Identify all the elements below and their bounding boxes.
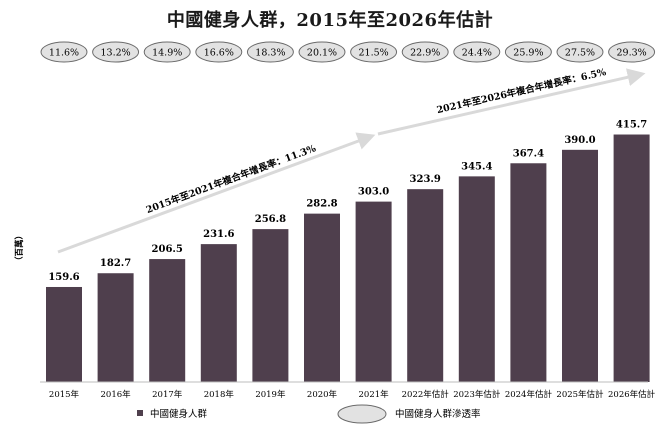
penetration-ellipse [350,41,398,63]
penetration-ellipse [298,41,346,63]
bar-value-label: 415.7 [616,120,647,131]
penetration-rate-label: 25.9% [513,48,543,59]
bar [562,149,598,382]
penetration-rate-label: 11.6% [49,48,79,59]
penetration-rate-label: 20.1% [307,48,337,59]
bar-value-label: 182.7 [100,258,131,269]
x-tick-label: 2025年估計 [556,389,604,400]
penetration-rate-label: 14.9% [152,48,182,59]
penetration-rate-label: 13.2% [101,48,131,59]
cagr-arrow-2015-2021 [57,132,376,254]
x-tick-label: 2022年估計 [402,389,450,400]
bar-value-label: 303.0 [358,187,389,198]
penetration-ellipse [504,41,552,63]
x-tick-label: 2026年估計 [608,389,656,400]
bar-value-label: 282.8 [306,199,337,210]
penetration-ellipse [556,41,604,63]
x-tick-label: 2023年估計 [453,389,501,400]
legend-penetration-label: 中國健身人群滲透率 [395,408,481,420]
penetration-ellipse [195,41,243,63]
penetration-rate-label: 24.4% [462,48,492,59]
bar [407,189,444,382]
bar-value-label: 323.9 [410,174,441,185]
legend-ellipse-swatch [337,404,387,424]
bar-value-label: 345.4 [461,161,492,172]
penetration-rate-label: 18.3% [255,48,285,59]
x-tick-label: 2018年 [204,389,235,400]
x-tick-label: 2017年 [152,389,183,400]
bars [46,134,650,382]
bar [149,259,186,382]
legend: 中國健身人群 中國健身人群滲透率 [137,404,481,424]
x-tick-label: 2021年 [359,389,390,400]
bar-value-label: 231.6 [203,229,234,240]
x-tick-label: 2020年 [307,389,338,400]
x-tick-labels: 2015年 2016年 2017年 2018年 2019年 2020年 2021年 2022年… [49,389,656,400]
penetration-rate-label: 29.3% [617,48,647,59]
cagr-arrows: 2015年至2021年複合年增長率：11.3% 2021年至2026年複合年增長率… [57,66,646,254]
legend-bar-label: 中國健身人群 [150,408,208,420]
bar-value-label: 256.8 [255,214,286,225]
bar [510,163,547,382]
cagr-label-2015-2021: 2015年至2021年複合年增長率：11.3% [144,142,317,216]
cagr-label-2021-2026: 2021年至2026年複合年增長率：6.5% [435,66,607,116]
penetration-ellipse [453,41,501,63]
penetration-rate-label: 27.5% [565,48,595,59]
penetration-rate-label: 21.5% [359,48,389,59]
x-tick-label: 2016年 [101,389,132,400]
x-tick-label: 2019年 [255,389,286,400]
x-tick-label: 2015年 [49,389,80,400]
bar-value-label: 159.6 [48,272,79,283]
y-axis-label: （百萬） [14,231,25,265]
penetration-rate-row: 11.6% 13.2% 14.9% 16.6% 18.3% 20.1% 21.5% 22.9%… [40,41,656,63]
bar [252,229,289,382]
penetration-rate-label: 22.9% [410,48,440,59]
bar-value-label: 206.5 [152,244,183,255]
penetration-rate-label: 16.6% [204,48,234,59]
cagr-arrow-2021-2026 [377,68,646,136]
bar [304,213,340,382]
legend-bar-swatch [137,410,143,416]
bar [200,244,237,382]
penetration-ellipse [608,41,656,63]
bar-value-label: 367.4 [513,148,544,159]
bar-value-label: 390.0 [564,135,595,146]
bar [97,273,134,382]
value-labels: 159.6 182.7 206.5 231.6 256.8 282.8 303.0 323.9… [48,120,647,283]
bar [46,286,82,382]
bar [458,176,495,382]
penetration-ellipse [246,41,294,63]
penetration-ellipse [143,41,191,63]
penetration-ellipse [401,41,449,63]
penetration-ellipse [40,41,88,63]
bar [613,134,650,382]
chart-title: 中國健身人群，2015年至2026年估計 [166,10,494,31]
penetration-ellipse [92,41,140,63]
x-tick-label: 2024年估計 [505,389,553,400]
bar [355,201,392,382]
